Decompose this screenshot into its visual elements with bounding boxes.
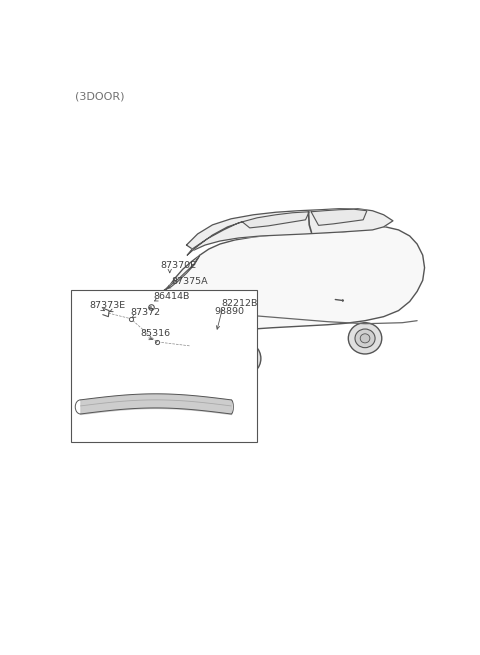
Polygon shape bbox=[168, 333, 181, 343]
Ellipse shape bbox=[360, 334, 370, 343]
Ellipse shape bbox=[224, 341, 261, 376]
Polygon shape bbox=[242, 212, 309, 228]
Polygon shape bbox=[164, 227, 424, 357]
Text: (3DOOR): (3DOOR) bbox=[75, 91, 124, 102]
Polygon shape bbox=[164, 255, 200, 290]
Polygon shape bbox=[186, 209, 393, 250]
Polygon shape bbox=[164, 350, 216, 361]
Text: 87373E: 87373E bbox=[90, 301, 126, 310]
Text: 87375A: 87375A bbox=[172, 277, 208, 286]
Ellipse shape bbox=[231, 348, 253, 369]
Bar bbox=[71, 290, 257, 441]
Ellipse shape bbox=[348, 323, 382, 354]
Ellipse shape bbox=[237, 353, 248, 364]
Text: 87370E: 87370E bbox=[160, 261, 196, 270]
Text: 85316: 85316 bbox=[140, 329, 170, 338]
Polygon shape bbox=[187, 222, 242, 255]
Ellipse shape bbox=[355, 329, 375, 348]
Text: 87372: 87372 bbox=[130, 308, 160, 317]
Polygon shape bbox=[165, 328, 192, 344]
Text: 82212B: 82212B bbox=[222, 299, 258, 308]
Text: 86414B: 86414B bbox=[154, 292, 190, 301]
Polygon shape bbox=[165, 299, 183, 310]
Polygon shape bbox=[311, 209, 367, 225]
Text: 98890: 98890 bbox=[215, 307, 244, 316]
